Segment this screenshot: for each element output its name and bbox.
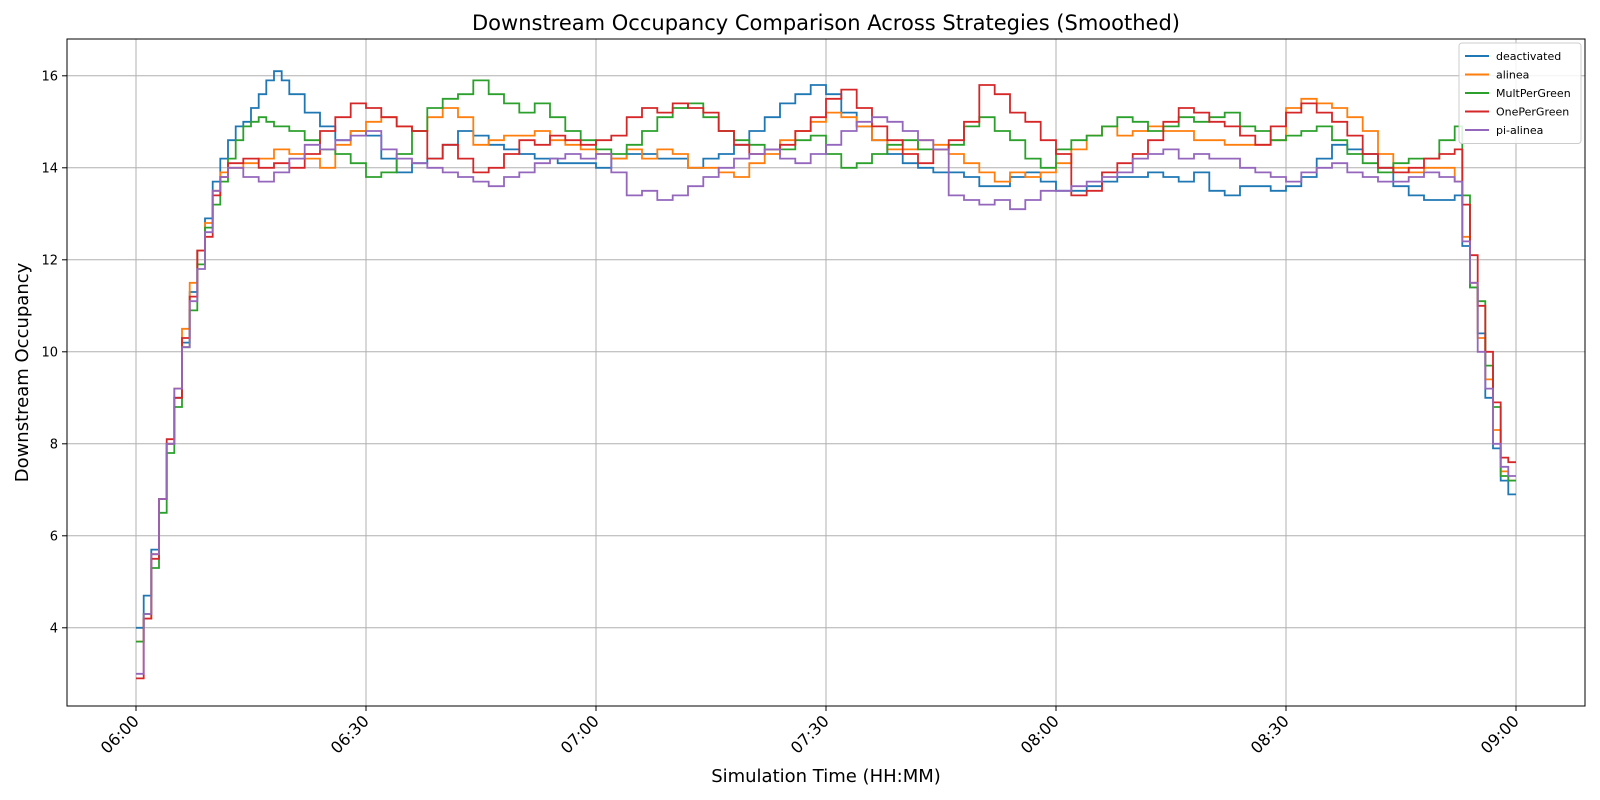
y-tick-label: 8 xyxy=(50,437,58,452)
chart-title: Downstream Occupancy Comparison Across S… xyxy=(472,11,1180,35)
y-tick-label: 4 xyxy=(50,621,58,636)
legend-label-multpergreen: MultPerGreen xyxy=(1496,87,1571,100)
legend-label-deactivated: deactivated xyxy=(1496,50,1561,63)
y-axis-label: Downstream Occupancy xyxy=(12,262,33,482)
y-tick-label: 10 xyxy=(41,345,58,360)
series-layer xyxy=(136,70,1516,680)
legend-box xyxy=(1458,42,1582,144)
series-line-pi-alinea xyxy=(136,116,1516,675)
x-axis-label: Simulation Time (HH:MM) xyxy=(711,766,941,787)
legend: deactivated alinea MultPerGreen OnePerGreen… xyxy=(1458,42,1582,144)
legend-label-alinea: alinea xyxy=(1496,69,1529,82)
y-tick-label: 6 xyxy=(50,529,58,544)
legend-label-pi-alinea: pi-alinea xyxy=(1496,124,1543,137)
y-tick-label: 16 xyxy=(41,69,58,84)
series-line-onepergreen xyxy=(136,84,1516,680)
legend-label-onepergreen: OnePerGreen xyxy=(1496,106,1569,119)
y-tick-label: 14 xyxy=(41,161,58,176)
y-tick-label: 12 xyxy=(41,253,58,268)
